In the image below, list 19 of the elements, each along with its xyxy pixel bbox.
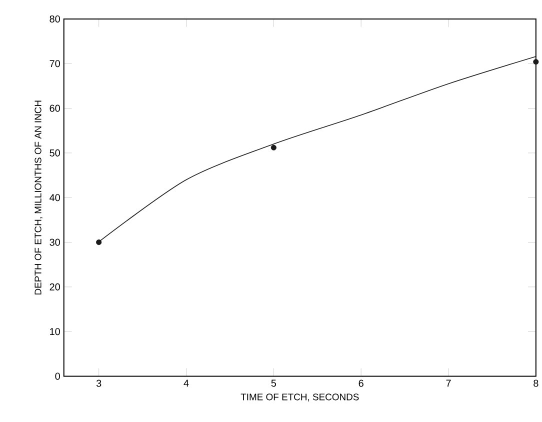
y-tick-label: 30 xyxy=(50,238,60,246)
x-tick-label: 5 xyxy=(271,380,276,387)
y-tick-label: 80 xyxy=(50,15,60,22)
y-tick-label: 20 xyxy=(50,283,60,290)
x-tick-label: 8 xyxy=(534,380,538,387)
x-tick-label: 7 xyxy=(446,380,451,387)
y-tick-label: 60 xyxy=(50,104,60,112)
y-tick-label: 0 xyxy=(55,372,60,380)
x-axis-title: TIME OF ETCH, SECONDS xyxy=(240,394,359,402)
y-tick-label: 40 xyxy=(50,194,60,202)
x-tick-label: 6 xyxy=(358,380,364,387)
point xyxy=(96,239,102,245)
x-tick-label: 3 xyxy=(96,380,102,387)
x-tick-label: 4 xyxy=(184,380,189,387)
point xyxy=(270,144,276,150)
y-tick-label: 70 xyxy=(50,60,60,68)
y-tick-label: 50 xyxy=(50,149,60,156)
y-axis-title: DEPTH OF ETCH, MILLIONTHS OF AN INCH xyxy=(34,100,42,294)
y-tick-label: 10 xyxy=(50,328,60,336)
